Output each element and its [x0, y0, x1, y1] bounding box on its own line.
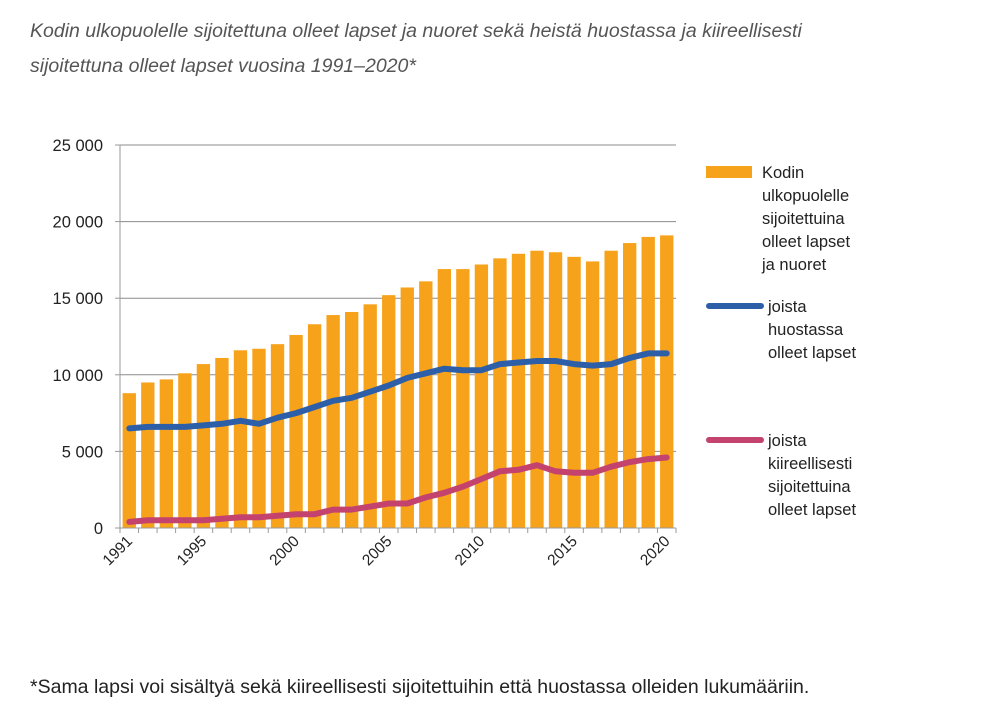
legend-label-line: joista [768, 298, 807, 316]
legend-label-line: olleet lapset [768, 344, 857, 362]
bar [363, 304, 377, 528]
bar [511, 253, 526, 528]
x-tick-label: 2015 [544, 533, 580, 569]
legend-label-line: kiireellisesti [768, 455, 853, 473]
bar-line-chart: 0 5 000 10 000 15 000 20 000 25 000 1991 1995 20… [53, 137, 677, 570]
bar [196, 364, 211, 528]
legend-label-line: sijoitettuina [762, 210, 845, 228]
bar [604, 250, 618, 528]
chart-title-line-1: Kodin ulkopuolelle sijoitettuna olleet l… [30, 20, 802, 42]
legend-label-line: sijoitettuina [768, 478, 851, 496]
bar [252, 348, 266, 528]
bar [400, 287, 414, 528]
bar [660, 235, 674, 528]
legend-swatch-emergency-line [706, 437, 764, 443]
bar [344, 311, 359, 528]
bar [382, 295, 396, 528]
legend-label-line: olleet lapset [762, 233, 851, 251]
bar [141, 382, 155, 528]
bar [159, 379, 174, 528]
legend-label-custody: joista huostassa olleet lapset [768, 296, 898, 365]
footnote: *Sama lapsi voi sisältyä sekä kiireellis… [30, 676, 810, 698]
legend-label-line: olleet lapset [768, 501, 857, 519]
legend-swatch-custody-line [706, 303, 764, 309]
bar [270, 344, 285, 528]
legend-label-line: joista [768, 432, 807, 450]
bar [567, 256, 581, 528]
bar [326, 315, 340, 528]
x-tick-label: 2010 [452, 533, 489, 570]
legend-label-line: ulkopuolelle [762, 187, 850, 205]
bar [456, 269, 470, 528]
bar [122, 393, 136, 528]
bar [307, 324, 322, 528]
x-tick-label: 2005 [359, 533, 395, 569]
chart-title: Kodin ulkopuolelle sijoitettuna olleet l… [30, 14, 960, 84]
y-tick-label: 15 000 [53, 290, 103, 308]
legend-label-line: ja nuoret [762, 256, 827, 274]
bar [530, 250, 544, 528]
bar [622, 243, 637, 528]
bar [493, 258, 507, 528]
x-tick-label: 2000 [266, 533, 303, 570]
bar [548, 252, 563, 529]
legend-label-line: Kodin [762, 164, 805, 182]
bar [215, 357, 229, 528]
legend-label-placements: Kodin ulkopuolelle sijoitettuina olleet … [762, 162, 892, 277]
x-tick-label: 2020 [637, 533, 674, 570]
chart-title-line-2: sijoitettuna olleet lapset vuosina 1991–… [30, 55, 416, 77]
bar [585, 261, 600, 528]
x-tick-label: 1995 [174, 533, 210, 569]
legend-swatch-bar [706, 166, 752, 178]
y-tick-label: 25 000 [53, 137, 103, 155]
legend-label-emergency: joista kiireellisesti sijoitettuina olle… [768, 430, 898, 522]
y-tick-label: 10 000 [53, 367, 103, 385]
series-line-emergency [126, 454, 670, 525]
bar [178, 373, 192, 528]
bar [289, 334, 303, 528]
y-tick-label: 20 000 [53, 214, 103, 232]
y-tick-label: 5 000 [62, 443, 103, 461]
legend-label-line: huostassa [768, 321, 844, 339]
y-tick-label: 0 [94, 520, 103, 538]
series-line-custody [126, 350, 670, 432]
bar [419, 281, 433, 528]
bar [641, 236, 655, 529]
bar [233, 350, 248, 528]
x-tick-label: 1991 [100, 533, 136, 569]
bar [437, 269, 452, 528]
bar [474, 264, 489, 528]
